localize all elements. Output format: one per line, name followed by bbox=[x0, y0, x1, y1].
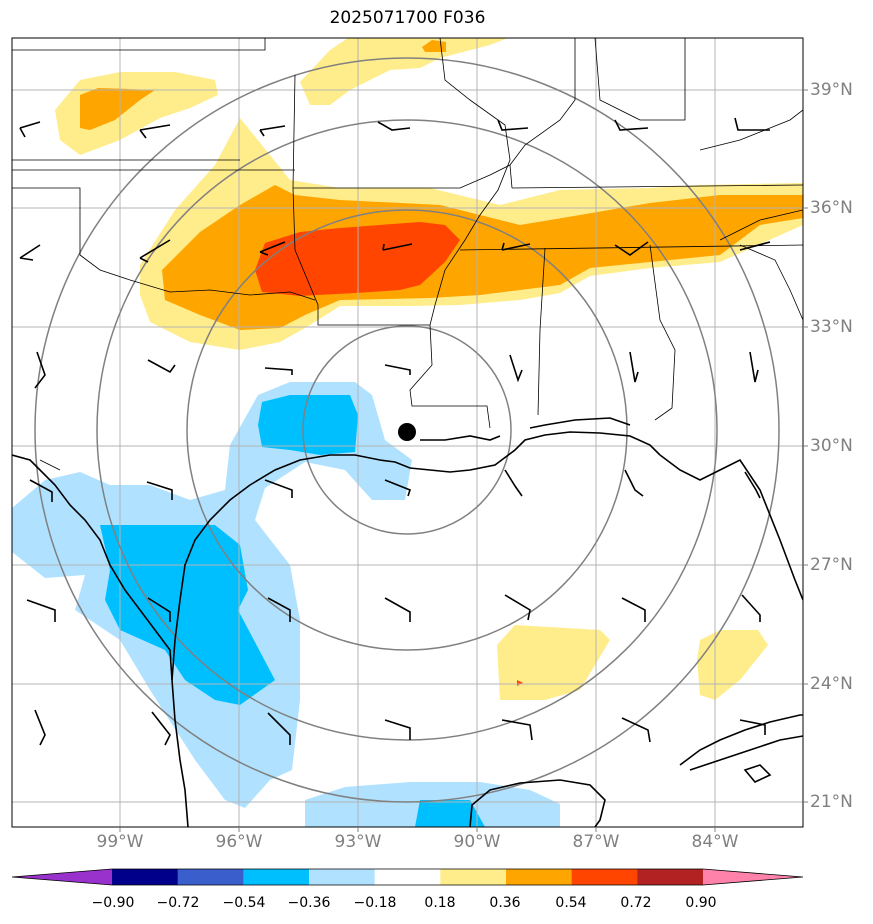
shading-deep-blue bbox=[100, 395, 485, 827]
wind-barbs bbox=[19, 117, 771, 746]
colorbar-segment bbox=[309, 869, 376, 885]
colorbar-segment bbox=[243, 869, 310, 885]
center-marker bbox=[398, 423, 416, 441]
lat-label-36: 36°N bbox=[810, 198, 853, 218]
lat-label-27: 27°N bbox=[810, 555, 853, 575]
lat-label-39: 39°N bbox=[810, 80, 853, 100]
colorbar-extend-low bbox=[12, 869, 112, 885]
colorbar-outline bbox=[11, 868, 804, 886]
lon-label-99: 99°W bbox=[96, 832, 144, 852]
lat-label-24: 24°N bbox=[810, 674, 853, 694]
colorbar-tick-label: 0.54 bbox=[555, 895, 587, 911]
colorbar-tick-label: 0.72 bbox=[620, 895, 652, 911]
lon-label-96: 96°W bbox=[215, 832, 263, 852]
colorbar-tick-label: −0.18 bbox=[353, 895, 397, 911]
coastlines bbox=[12, 417, 803, 827]
colorbar-segment bbox=[637, 869, 704, 885]
gridlines bbox=[12, 38, 803, 827]
colorbar-segment bbox=[177, 869, 244, 885]
colorbar-tick-label: 0.18 bbox=[424, 895, 456, 911]
map-title: 2025071700 F036 bbox=[329, 8, 486, 28]
colorbar-segment bbox=[440, 869, 507, 885]
colorbar-tick-label: 0.90 bbox=[685, 895, 717, 911]
plot-frame bbox=[11, 37, 804, 828]
colorbar-extend-high bbox=[703, 869, 803, 885]
tick-marks bbox=[119, 89, 808, 832]
colorbar-tick-label: −0.90 bbox=[91, 895, 135, 911]
colorbar bbox=[11, 868, 804, 886]
range-rings bbox=[34, 57, 780, 803]
lon-label-84: 84°W bbox=[691, 832, 739, 852]
lat-label-30: 30°N bbox=[810, 436, 853, 456]
lon-label-90: 90°W bbox=[453, 832, 501, 852]
colorbar-tick-label: −0.54 bbox=[222, 895, 266, 911]
lat-label-21: 21°N bbox=[810, 792, 853, 812]
colorbar-segment bbox=[571, 869, 638, 885]
lon-label-87: 87°W bbox=[572, 832, 620, 852]
colorbar-tick-label: −0.72 bbox=[156, 895, 200, 911]
colorbar-segment bbox=[506, 869, 573, 885]
lat-label-33: 33°N bbox=[810, 317, 853, 337]
colorbar-segment bbox=[374, 869, 441, 885]
colorbar-tick-label: −0.36 bbox=[287, 895, 331, 911]
colorbar-segment bbox=[112, 869, 179, 885]
state-borders bbox=[12, 38, 803, 471]
colorbar-tick-label: 0.36 bbox=[489, 895, 521, 911]
lon-label-93: 93°W bbox=[334, 832, 382, 852]
